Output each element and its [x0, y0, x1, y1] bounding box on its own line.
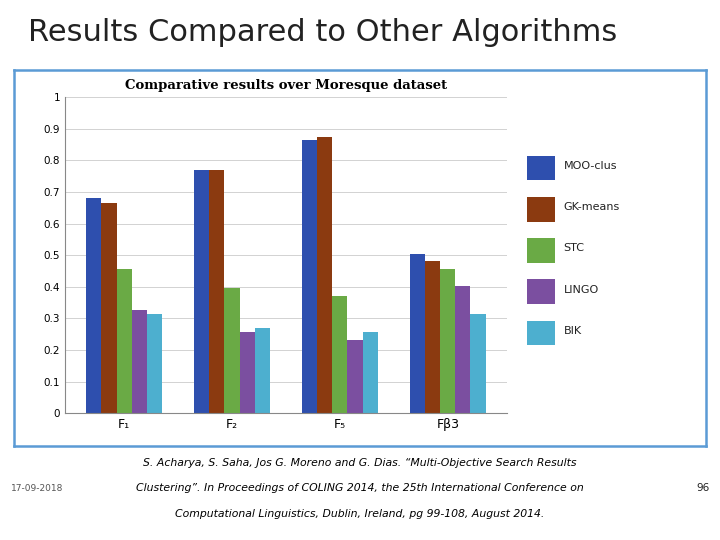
Bar: [117, 269, 132, 413]
Bar: [426, 260, 440, 413]
Bar: [440, 269, 455, 413]
Bar: [210, 170, 225, 413]
Bar: [147, 314, 162, 413]
FancyBboxPatch shape: [527, 321, 555, 346]
Bar: [225, 288, 240, 413]
Text: STC: STC: [564, 244, 585, 253]
Text: Clustering”. In Proceedings of COLING 2014, the 25th International Conference on: Clustering”. In Proceedings of COLING 20…: [136, 483, 584, 493]
Text: 17-09-2018: 17-09-2018: [11, 483, 63, 492]
Bar: [470, 314, 485, 413]
Bar: [194, 170, 210, 413]
Text: 96: 96: [696, 483, 709, 493]
FancyBboxPatch shape: [527, 279, 555, 304]
Bar: [102, 203, 117, 413]
FancyBboxPatch shape: [527, 238, 555, 263]
Text: Results Compared to Other Algorithms: Results Compared to Other Algorithms: [28, 18, 618, 47]
Bar: [410, 254, 426, 413]
Bar: [455, 286, 470, 413]
Text: LINGO: LINGO: [564, 285, 599, 295]
FancyBboxPatch shape: [527, 197, 555, 221]
Text: MOO-clus: MOO-clus: [564, 161, 617, 171]
Text: GK-means: GK-means: [564, 202, 620, 212]
Bar: [302, 140, 318, 413]
FancyBboxPatch shape: [527, 156, 555, 180]
Bar: [132, 310, 147, 413]
Bar: [240, 332, 255, 413]
Text: BIK: BIK: [564, 326, 582, 336]
Text: S. Acharya, S. Saha, Jos G. Moreno and G. Dias. “Multi-Objective Search Results: S. Acharya, S. Saha, Jos G. Moreno and G…: [143, 457, 577, 468]
Bar: [363, 332, 378, 413]
Bar: [348, 340, 363, 413]
Bar: [86, 198, 102, 413]
Bar: [318, 137, 333, 413]
Title: Comparative results over Moresque dataset: Comparative results over Moresque datase…: [125, 79, 447, 92]
Bar: [255, 328, 270, 413]
Bar: [333, 295, 348, 413]
Text: Computational Linguistics, Dublin, Ireland, pg 99-108, August 2014.: Computational Linguistics, Dublin, Irela…: [175, 509, 545, 518]
